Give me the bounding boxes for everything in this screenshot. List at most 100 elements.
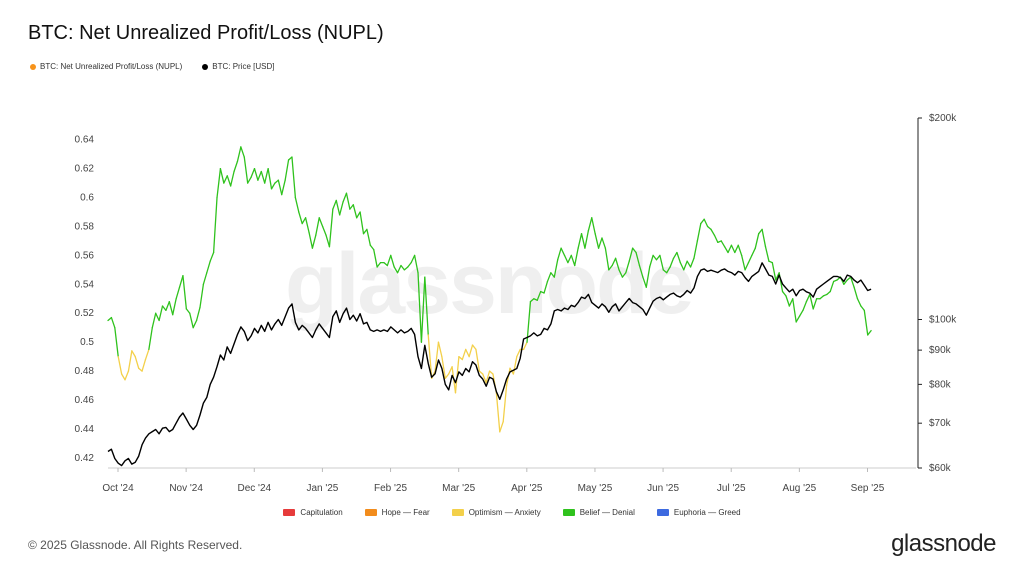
nupl-line-segment — [321, 225, 327, 236]
zone-label-euphoria-greed: Euphoria — Greed — [673, 508, 741, 517]
nupl-line-segment — [386, 254, 392, 267]
nupl-line-segment — [601, 237, 607, 249]
nupl-line-segment — [420, 276, 426, 343]
x-tick-label: Apr '25 — [511, 483, 543, 494]
nupl-line-segment — [131, 350, 136, 358]
nupl-line-segment — [161, 305, 167, 312]
nupl-line-segment — [366, 228, 371, 246]
y-right-tick-label: $60k — [929, 463, 952, 474]
nupl-line-segment — [332, 199, 337, 210]
nupl-line-segment — [236, 146, 242, 163]
nupl-line-segment — [642, 276, 647, 288]
zone-label-optimism-anxiety: Optimism — Anxiety — [468, 508, 541, 517]
nupl-line-segment — [206, 260, 211, 274]
nupl-line-segment — [713, 234, 719, 244]
nupl-line-segment — [638, 264, 644, 278]
nupl-line-segment — [189, 312, 194, 329]
nupl-line-segment — [560, 247, 566, 257]
nupl-line-segment — [584, 230, 590, 249]
nupl-line-segment — [311, 234, 317, 249]
nupl-line-segment — [826, 290, 831, 296]
zone-item-belief-denial[interactable]: Belief — Denial — [562, 508, 635, 517]
nupl-line-segment — [267, 167, 273, 190]
nupl-line-segment — [863, 309, 869, 336]
nupl-line-segment — [669, 257, 675, 268]
x-tick-label: Nov '24 — [169, 483, 203, 494]
nupl-line-segment — [117, 355, 123, 375]
nupl-line-segment — [744, 261, 750, 271]
zone-swatch-euphoria-greed — [656, 509, 669, 516]
nupl-line-segment — [512, 355, 518, 375]
nupl-line-segment — [339, 201, 344, 216]
nupl-line-segment — [628, 247, 634, 262]
nupl-line-segment — [172, 298, 177, 316]
x-tick-label: Feb '25 — [374, 483, 407, 494]
y-left-tick-label: 0.52 — [75, 308, 95, 319]
nupl-line-segment — [298, 211, 303, 225]
x-tick-label: May '25 — [578, 483, 613, 494]
nupl-line-segment — [747, 254, 753, 264]
zone-item-capitulation[interactable]: Capitulation — [283, 508, 343, 517]
nupl-line-segment — [356, 211, 361, 219]
nupl-line-segment — [553, 259, 559, 278]
nupl-line-segment — [151, 312, 157, 329]
legend-item-price[interactable]: BTC: Price [USD] — [202, 62, 275, 71]
nupl-line-segment — [614, 257, 620, 271]
y-left-tick-label: 0.58 — [75, 221, 95, 232]
nupl-line-segment — [369, 244, 375, 251]
nupl-line-segment — [223, 175, 228, 184]
zone-swatch-belief-denial — [562, 509, 575, 516]
nupl-line-segment — [383, 261, 389, 267]
y-left-tick-label: 0.56 — [75, 250, 95, 261]
legend-item-nupl[interactable]: BTC: Net Unrealized Profit/Loss (NUPL) — [30, 62, 182, 71]
nupl-line-segment — [829, 280, 835, 293]
nupl-line-segment — [155, 312, 160, 322]
nupl-line-segment — [758, 228, 763, 235]
nupl-line-segment — [141, 358, 147, 372]
nupl-line-segment — [342, 192, 348, 203]
nupl-line-segment — [308, 231, 314, 249]
zone-item-euphoria-greed[interactable]: Euphoria — Greed — [656, 508, 741, 517]
nupl-line-segment — [281, 179, 286, 196]
nupl-line-segment — [635, 251, 641, 267]
nupl-line-segment — [482, 373, 487, 384]
legend-label-nupl: BTC: Net Unrealized Profit/Loss (NUPL) — [40, 62, 183, 71]
nupl-line-segment — [124, 370, 130, 381]
nupl-line-segment — [587, 217, 593, 232]
nupl-line-segment — [376, 261, 382, 268]
nupl-line-segment — [611, 257, 617, 267]
zone-swatch-hope-fear — [364, 509, 377, 516]
nupl-line-segment — [775, 272, 780, 281]
nupl-line-segment — [666, 266, 671, 274]
nupl-line-segment — [216, 167, 222, 199]
legend-dot-price — [202, 63, 209, 70]
nupl-line-segment — [734, 244, 739, 254]
nupl-line-segment — [318, 217, 324, 228]
nupl-line-segment — [410, 254, 416, 264]
nupl-line-segment — [335, 199, 341, 216]
nupl-line-segment — [461, 348, 467, 361]
zone-swatch-optimism-anxiety — [451, 509, 464, 516]
nupl-line-segment — [475, 348, 480, 372]
nupl-line-segment — [345, 192, 351, 210]
zone-item-hope-fear[interactable]: Hope — Fear — [364, 508, 430, 517]
nupl-line-segment — [764, 246, 770, 262]
y-right-tick-label: $200k — [929, 113, 957, 124]
nupl-line-segment — [424, 276, 429, 336]
nupl-line-segment — [400, 264, 406, 271]
nupl-line-segment — [144, 348, 150, 361]
nupl-line-segment — [543, 280, 549, 294]
nupl-line-segment — [706, 225, 712, 231]
x-axis: Oct '24 Nov '24 Dec '24 Jan '25 Feb '25 Mar '… — [102, 467, 916, 494]
nupl-line-segment — [352, 204, 358, 219]
nupl-line-segment — [771, 261, 777, 281]
chart-title: BTC: Net Unrealized Profit/Loss (NUPL) — [28, 22, 384, 44]
zone-item-optimism-anxiety[interactable]: Optimism — Anxiety — [451, 508, 541, 517]
nupl-line-segment — [325, 234, 331, 248]
zone-label-hope-fear: Hope — Fear — [381, 508, 430, 517]
nupl-line-segment — [567, 254, 572, 264]
nupl-line-segment — [168, 301, 174, 316]
nupl-line-segment — [550, 272, 555, 278]
series-lines — [107, 146, 872, 467]
glassnode-logo[interactable]: glassnode — [891, 530, 996, 557]
